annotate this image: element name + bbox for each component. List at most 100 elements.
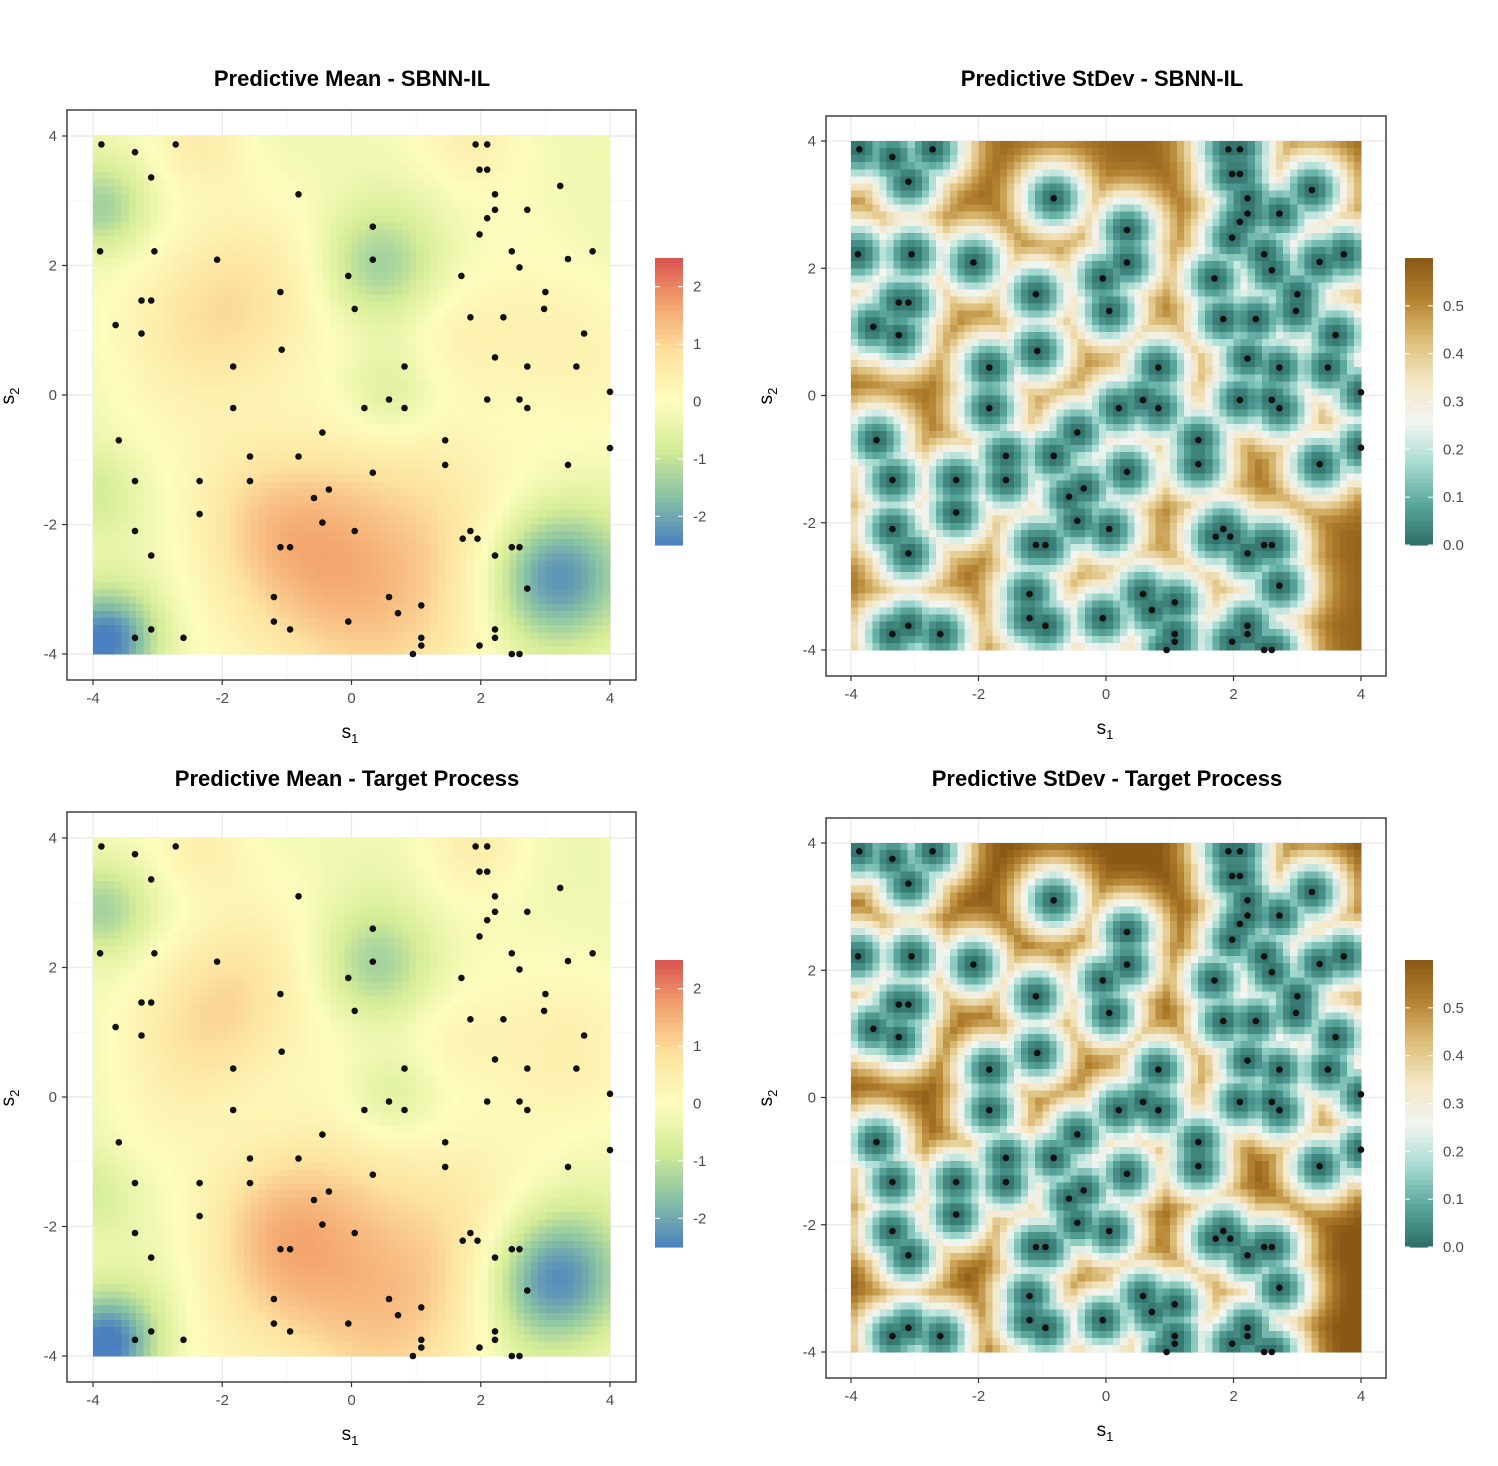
- observation-point: [1139, 1098, 1147, 1106]
- observation-points: [854, 146, 1365, 654]
- observation-point: [98, 843, 105, 850]
- observation-point: [270, 593, 278, 601]
- observation-point: [889, 630, 896, 638]
- observation-point: [131, 527, 139, 535]
- observation-point: [319, 519, 326, 526]
- observation-point: [1033, 347, 1041, 355]
- observation-point: [1002, 1154, 1010, 1162]
- observation-point: [467, 1016, 474, 1023]
- observation-point: [1268, 1243, 1276, 1251]
- colorbar-tick-label: -1: [693, 1153, 706, 1170]
- observation-point: [369, 1171, 377, 1178]
- colorbar-tick-label: -2: [693, 1210, 706, 1227]
- observation-point: [401, 363, 408, 370]
- observation-point: [319, 1221, 326, 1228]
- observation-point: [1171, 1332, 1179, 1340]
- observation-point: [1225, 146, 1232, 153]
- observation-point: [556, 182, 564, 190]
- observation-point: [491, 1254, 499, 1261]
- observation-point: [369, 925, 377, 932]
- observation-point: [573, 1065, 580, 1072]
- observation-point: [1244, 210, 1251, 217]
- x-axis-label: s1: [342, 722, 359, 746]
- observation-point: [147, 1328, 155, 1335]
- observation-point: [870, 1025, 877, 1033]
- observation-point: [889, 1332, 896, 1340]
- colorbar-tick-label: 0.1: [1443, 489, 1464, 506]
- observation-point: [508, 248, 516, 255]
- observation-point: [508, 1245, 516, 1253]
- colorbar-tick-label: 0.0: [1443, 1239, 1464, 1256]
- observation-point: [409, 1352, 417, 1360]
- chart-title: Predictive Mean - SBNN-IL: [214, 66, 490, 91]
- observation-point: [589, 248, 596, 255]
- chart-title: Predictive Mean - Target Process: [175, 766, 519, 791]
- observation-point: [905, 1252, 912, 1259]
- observation-point: [441, 1139, 449, 1146]
- observation-point: [131, 850, 139, 858]
- observation-points: [96, 141, 614, 658]
- x-axis-label: s1: [1097, 718, 1114, 742]
- y-axis-label: s2: [0, 388, 22, 405]
- observation-point: [131, 1229, 139, 1237]
- observation-point: [606, 444, 614, 452]
- colorbar-tick-label: 0.5: [1443, 1000, 1464, 1017]
- observation-point: [1115, 404, 1123, 412]
- observation-point: [937, 1332, 944, 1340]
- observation-point: [385, 396, 393, 403]
- observation-point: [500, 314, 507, 321]
- heatmap-surface: [93, 838, 611, 1357]
- observation-point: [937, 630, 944, 638]
- observation-point: [870, 323, 877, 331]
- observation-point: [385, 593, 393, 601]
- observation-point: [1211, 977, 1218, 984]
- observation-point: [1002, 476, 1010, 484]
- observation-point: [172, 141, 179, 148]
- observation-point: [213, 256, 221, 264]
- observation-point: [98, 141, 105, 148]
- observation-point: [524, 1287, 531, 1294]
- observation-point: [147, 297, 155, 304]
- observation-point: [277, 1245, 284, 1253]
- observation-point: [908, 953, 915, 960]
- colorbar-tick-label: 2: [693, 279, 701, 296]
- observation-point: [1155, 1106, 1162, 1114]
- observation-point: [112, 1023, 119, 1031]
- observation-point: [516, 396, 523, 403]
- observation-point: [986, 364, 993, 371]
- observation-point: [394, 609, 402, 617]
- observation-point: [151, 950, 158, 957]
- observation-point: [138, 999, 145, 1006]
- observation-point: [418, 1304, 425, 1311]
- observation-point: [1220, 1017, 1227, 1025]
- observation-point: [540, 1007, 548, 1015]
- observation-point: [418, 1344, 425, 1351]
- observation-point: [1292, 307, 1300, 315]
- observation-point: [905, 178, 912, 185]
- observation-point: [96, 248, 104, 255]
- observation-point: [1316, 960, 1323, 968]
- observation-point: [385, 1098, 393, 1105]
- observation-point: [229, 404, 237, 412]
- observation-point: [1139, 396, 1147, 404]
- observation-point: [345, 974, 352, 982]
- observation-point: [147, 626, 155, 633]
- observation-point: [1260, 1243, 1268, 1251]
- observation-point: [394, 1311, 402, 1319]
- observation-point: [147, 999, 155, 1006]
- observation-point: [112, 321, 119, 329]
- observation-point: [147, 1254, 155, 1261]
- observation-point: [1155, 364, 1162, 371]
- observation-point: [895, 299, 903, 306]
- observation-point: [854, 953, 862, 960]
- observation-point: [1357, 389, 1365, 396]
- observation-point: [467, 1229, 474, 1237]
- observation-point: [516, 1245, 523, 1253]
- x-tick-label: -4: [844, 1388, 857, 1405]
- observation-point: [310, 1196, 318, 1204]
- x-axis-label: s1: [1097, 1420, 1114, 1444]
- observation-point: [1316, 460, 1323, 468]
- observation-point: [564, 461, 572, 469]
- x-tick-label: 4: [1357, 1388, 1365, 1405]
- y-tick-label: 0: [808, 1090, 816, 1107]
